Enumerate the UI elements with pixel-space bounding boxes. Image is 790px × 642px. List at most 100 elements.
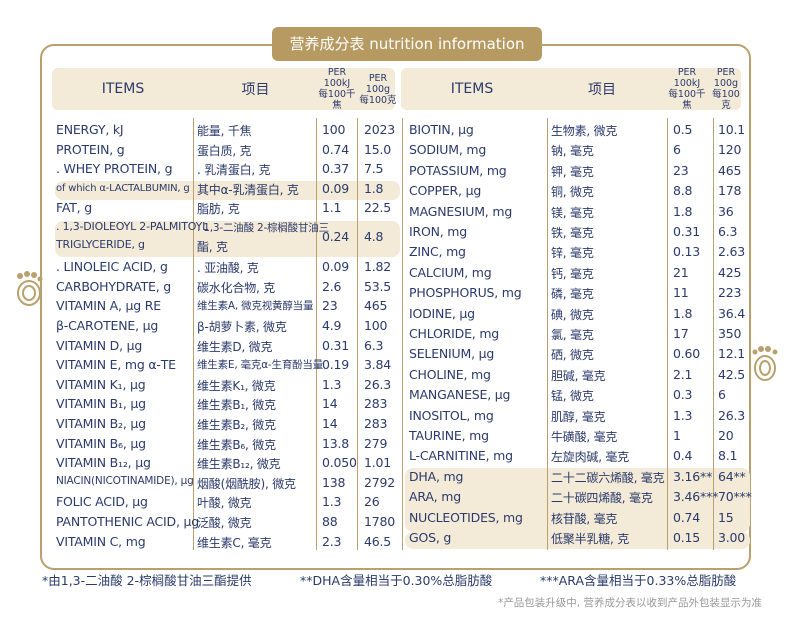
separator xyxy=(316,118,317,550)
value-per100kj: 1.3 xyxy=(673,407,693,423)
footnote-ara: ***ARA含量相当于0.33%总脂肪酸 xyxy=(540,573,737,588)
value-per100g: 1.01 xyxy=(364,455,392,471)
item-en: MAGNESIUM, mg xyxy=(409,203,513,219)
item-en: GOS, g xyxy=(409,530,452,545)
item-cn: 叶酸, 微克 xyxy=(197,496,252,511)
header-per100kj-right: PER 100kJ 每100千焦 xyxy=(667,67,707,111)
value-per100g: 15 xyxy=(718,509,734,525)
value-per100g: 26 xyxy=(364,494,380,510)
value-per100kj: 0.31 xyxy=(673,224,701,239)
separator xyxy=(713,118,714,550)
item-en: VITAMIN B₂, μg xyxy=(56,416,146,431)
separator xyxy=(667,118,668,550)
value-per100kj: 1.8 xyxy=(673,305,693,321)
value-per100g: 64** xyxy=(718,468,746,484)
footprint-icon xyxy=(17,271,43,306)
item-cn: 维生素A, 微克视黄醇当量 xyxy=(197,300,314,313)
item-en: CALCIUM, mg xyxy=(409,264,492,280)
item-en: ZINC, mg xyxy=(409,244,466,260)
item-cn: 能量, 千焦 xyxy=(197,124,252,138)
value-per100g: 178 xyxy=(718,183,742,199)
value-per100kj: 0.15 xyxy=(673,530,701,545)
value-per100kj: 0.74 xyxy=(322,141,350,157)
item-cn: 维生素C, 毫克 xyxy=(197,535,272,550)
value-per100g: 100 xyxy=(364,318,388,333)
value-per100kj: 3.16** xyxy=(673,468,713,484)
item-cn: 碳水化合物, 克 xyxy=(197,280,276,295)
item-cn: 低聚半乳糖, 克 xyxy=(551,532,630,546)
header-per100g-en-right: PER 100g xyxy=(713,67,739,89)
header-per100kj: PER 100kJ 每100千焦 xyxy=(317,67,357,111)
item-cn: 二十碳四烯酸, 毫克 xyxy=(551,491,653,506)
header-per100g-cn: 每100克 xyxy=(359,94,397,106)
item-en: PHOSPHORUS, mg xyxy=(409,285,522,301)
item-cn: 维生素K₁, 微克 xyxy=(197,378,276,393)
header-per100g-en: PER 100g xyxy=(365,72,391,95)
footnote-dha: **DHA含量相当于0.30%总脂肪酸 xyxy=(300,573,493,588)
value-per100kj: 23 xyxy=(673,162,689,178)
header-per100kj-cn: 每100千焦 xyxy=(318,89,356,111)
value-per100kj: 0.19 xyxy=(322,357,350,373)
item-en: COPPER, μg xyxy=(409,183,482,199)
right-header: ITEMS 项目 PER 100kJ 每100千焦 PER 100g 每100克 xyxy=(401,67,741,111)
item-cn: 镁, 毫克 xyxy=(551,205,594,220)
value-per100g: 26.3 xyxy=(364,376,392,392)
item-en: NUCLEOTIDES, mg xyxy=(409,509,523,525)
header-xiangmu-right: 项目 xyxy=(588,82,616,98)
value-per100kj: 23 xyxy=(322,298,338,314)
value-per100g: 2023 xyxy=(364,122,396,137)
item-cn: 生物素, 微克 xyxy=(551,124,618,138)
item-en: VITAMIN B₁, μg xyxy=(56,396,146,412)
value-per100g: 465 xyxy=(718,162,742,178)
value-per100g: 8.1 xyxy=(718,448,738,464)
value-per100kj: 0.13 xyxy=(673,244,701,260)
item-cn: 胆碱, 毫克 xyxy=(551,368,606,383)
value-per100kj: 0.3 xyxy=(673,387,693,403)
item-en: POTASSIUM, mg xyxy=(409,162,507,178)
value-per100kj: 14 xyxy=(322,396,338,412)
value-per100g: 3.84 xyxy=(364,357,392,373)
item-en: BIOTIN, μg xyxy=(409,122,474,137)
value-per100kj: 14 xyxy=(322,416,338,431)
item-en: SODIUM, mg xyxy=(409,142,487,158)
header-xiangmu: 项目 xyxy=(241,82,270,98)
value-per100g: 20 xyxy=(718,428,734,443)
item-cn: 维生素B₁₂, 微克 xyxy=(197,457,281,472)
item-cn: 维生素B₁, 微克 xyxy=(197,398,276,413)
value-per100g: 7.5 xyxy=(364,161,384,177)
value-per100kj: 0.24 xyxy=(322,229,350,244)
value-per100kj: 0.09 xyxy=(322,180,350,196)
item-cn: 维生素B₆, 微克 xyxy=(197,437,276,452)
item-cn: 磷, 毫克 xyxy=(551,287,594,302)
value-per100g: 15.0 xyxy=(364,141,392,157)
item-en: FOLIC ACID, μg xyxy=(56,494,148,510)
separator xyxy=(193,118,194,550)
item-en: . 1,3-DIOLEOYL 2-PALMITOYL xyxy=(56,220,209,233)
left-header: ITEMS 项目 PER 100kJ 每100千焦 PER 100g 每100克 xyxy=(52,67,397,111)
item-cn: 钙, 毫克 xyxy=(551,266,594,281)
highlight-lactalbumin xyxy=(55,181,400,200)
item-en: VITAMIN A, μg RE xyxy=(56,298,161,314)
value-per100kj: 0.31 xyxy=(322,337,350,353)
item-cn: 钾, 毫克 xyxy=(551,164,594,179)
item-en: L-CARNITINE, mg xyxy=(409,448,513,464)
value-per100kj: 2.6 xyxy=(322,278,342,294)
value-per100g: 283 xyxy=(364,396,388,412)
item-cn: 锌, 毫克 xyxy=(551,246,594,261)
value-per100g: 53.5 xyxy=(364,278,392,294)
item-en: PANTOTHENIC ACID, μg xyxy=(56,514,199,529)
value-per100kj: 1.8 xyxy=(673,203,693,219)
item-cn: 牛磺酸, 毫克 xyxy=(551,430,618,444)
header-per100g: PER 100g 每100克 xyxy=(359,68,397,110)
item-cn: 左旋肉碱, 毫克 xyxy=(551,450,630,465)
value-per100g: 12.1 xyxy=(718,346,746,362)
item-cn: 氯, 毫克 xyxy=(551,328,594,342)
item-en: β-CAROTENE, μg xyxy=(56,318,159,333)
value-per100kj: 6 xyxy=(673,142,681,158)
header-per100kj-cn-right: 每100千焦 xyxy=(668,89,706,111)
value-per100g: 3.00 xyxy=(718,530,746,545)
value-per100kj: 0.5 xyxy=(673,122,693,137)
item-en: . WHEY PROTEIN, g xyxy=(56,161,173,177)
value-per100g: 4.8 xyxy=(364,229,384,244)
value-per100kj: 1.3 xyxy=(322,376,342,392)
